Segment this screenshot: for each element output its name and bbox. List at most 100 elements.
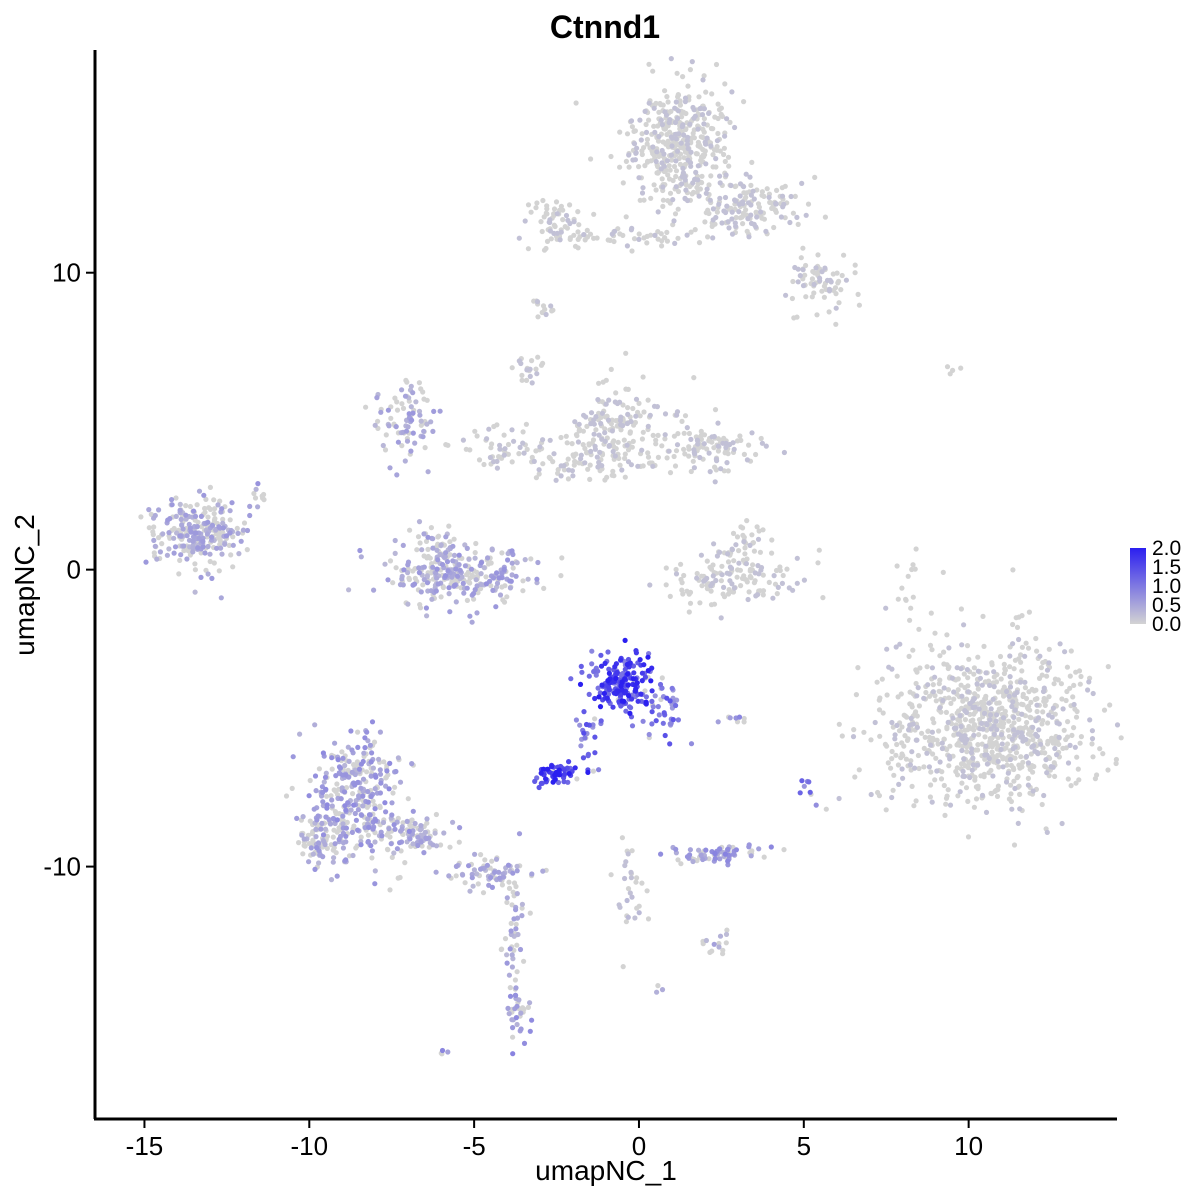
cell-point xyxy=(331,827,337,833)
cell-point xyxy=(519,372,525,378)
cell-point xyxy=(688,149,694,155)
cell-point xyxy=(652,693,658,699)
cell-point xyxy=(558,203,565,209)
cell-point xyxy=(807,789,813,795)
cell-point xyxy=(416,570,422,576)
cell-point xyxy=(687,67,694,73)
cell-point xyxy=(1030,737,1036,743)
cell-point xyxy=(605,678,611,684)
cell-point xyxy=(409,761,415,767)
cell-point xyxy=(596,459,602,465)
cell-point xyxy=(721,594,728,600)
cell-point xyxy=(540,360,546,366)
cell-point xyxy=(727,564,734,570)
cell-point xyxy=(209,575,215,582)
cell-point xyxy=(548,303,554,309)
cell-point xyxy=(442,554,448,560)
cell-point xyxy=(207,506,214,512)
cell-point xyxy=(312,722,318,728)
cell-point xyxy=(666,163,672,169)
cell-point xyxy=(679,114,685,120)
cell-point xyxy=(462,563,468,569)
cell-point xyxy=(955,676,961,682)
cell-point xyxy=(364,769,370,775)
cell-point xyxy=(698,552,705,558)
cell-point xyxy=(348,728,354,734)
cell-point xyxy=(701,121,707,127)
cell-point xyxy=(944,632,950,638)
cell-point xyxy=(343,772,349,778)
cell-point xyxy=(556,769,562,775)
cell-point xyxy=(460,437,466,443)
cell-point xyxy=(626,704,633,710)
cell-point xyxy=(433,811,439,818)
cell-point xyxy=(631,670,637,676)
cell-point xyxy=(625,671,631,677)
cell-point xyxy=(656,109,662,115)
cell-point xyxy=(997,653,1004,660)
cell-point xyxy=(566,771,572,777)
cell-point xyxy=(671,453,677,460)
cell-point xyxy=(343,825,349,831)
cell-point xyxy=(968,718,974,724)
cell-point xyxy=(529,358,535,364)
cell-point xyxy=(1078,673,1084,680)
cell-point xyxy=(986,770,992,776)
cell-point xyxy=(636,164,642,170)
cell-point xyxy=(1075,766,1081,772)
cell-point xyxy=(686,430,693,437)
cell-point xyxy=(1023,736,1029,743)
cell-point xyxy=(691,115,697,121)
cell-point xyxy=(435,581,441,587)
cell-point xyxy=(425,546,431,553)
cell-point xyxy=(300,851,306,857)
cell-point xyxy=(646,731,652,738)
cell-point xyxy=(797,790,803,796)
cell-point xyxy=(671,433,678,439)
cell-point xyxy=(223,533,230,539)
cell-point xyxy=(382,447,389,453)
cell-point xyxy=(980,613,986,620)
cell-point xyxy=(928,782,934,788)
cell-point xyxy=(965,798,971,805)
cell-point xyxy=(664,695,670,701)
cell-point xyxy=(1009,703,1015,710)
cell-point xyxy=(369,719,376,725)
cell-point xyxy=(659,238,665,244)
cell-point xyxy=(707,469,713,475)
cell-point xyxy=(889,756,895,762)
cell-point xyxy=(374,395,380,401)
cell-point xyxy=(417,602,423,608)
cell-point xyxy=(995,689,1002,695)
cell-point xyxy=(236,551,242,557)
cell-point xyxy=(358,554,364,560)
cell-point xyxy=(901,743,907,749)
cell-point xyxy=(681,430,687,436)
cell-point xyxy=(587,462,593,468)
cell-point xyxy=(455,573,461,579)
cell-point xyxy=(447,844,453,850)
cell-point xyxy=(368,773,374,779)
cell-point xyxy=(143,559,149,565)
cell-point xyxy=(320,832,327,838)
cell-point xyxy=(184,556,190,562)
cell-point xyxy=(565,476,572,482)
cell-point xyxy=(583,414,589,420)
cell-point xyxy=(674,70,680,76)
cell-point xyxy=(1012,707,1018,713)
cell-point xyxy=(723,440,729,446)
colorbar-labels: 2.01.51.00.50.0 xyxy=(1152,537,1181,636)
cell-point xyxy=(677,161,684,167)
cell-point xyxy=(467,613,473,619)
cell-point xyxy=(774,187,780,193)
cell-point xyxy=(670,177,676,184)
cell-point xyxy=(1010,567,1016,573)
cell-point xyxy=(540,766,547,772)
cell-point xyxy=(416,380,422,386)
cell-point xyxy=(478,571,484,577)
cell-point xyxy=(725,559,732,565)
cell-point xyxy=(741,99,747,105)
cell-point xyxy=(975,686,981,692)
cell-point xyxy=(961,671,967,677)
cell-point xyxy=(987,736,993,742)
